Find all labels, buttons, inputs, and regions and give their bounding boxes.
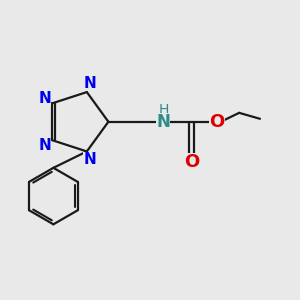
- Text: N: N: [83, 76, 96, 91]
- Text: O: O: [184, 154, 199, 172]
- Text: N: N: [83, 152, 96, 167]
- Text: N: N: [38, 138, 51, 153]
- Text: H: H: [159, 103, 169, 117]
- Text: N: N: [156, 113, 170, 131]
- Text: N: N: [38, 91, 51, 106]
- Text: O: O: [209, 113, 224, 131]
